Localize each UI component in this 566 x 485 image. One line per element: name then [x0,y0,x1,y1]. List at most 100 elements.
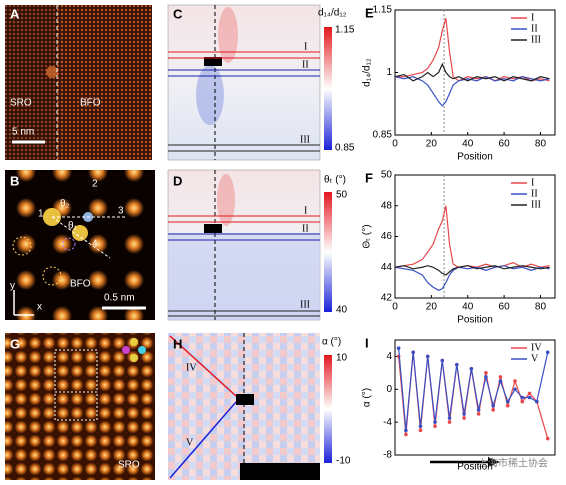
legend-label: II [531,23,538,34]
angle-label: θ₂ [60,199,70,210]
defect [46,66,58,78]
marker [462,412,466,416]
marker [484,371,488,375]
legend-atom [138,346,146,354]
x-tick-label: 40 [462,139,474,150]
site-label: 3 [118,206,124,217]
line-label: II [302,223,309,234]
mask [240,463,320,480]
colorbar-label: 40 [336,305,348,316]
marker [447,416,452,420]
profile-line [169,335,237,397]
x-axis-label: Position [457,152,493,163]
y-axis-label: Θₜ (°) [362,224,373,248]
marker [404,428,408,433]
y-tick-label: 1 [386,67,392,78]
stem-image [5,333,155,480]
panel-label: G [10,336,20,351]
x-tick-label: 20 [426,302,438,313]
marker [476,412,481,416]
y-tick-label: 4 [386,351,392,362]
marker [535,399,539,404]
marker [498,375,503,379]
map-feature [217,174,235,226]
colorbar-title: θₜ (°) [324,175,346,186]
line-label: III [300,134,310,145]
marker [433,420,437,424]
legend-label: IV [531,342,542,353]
marker [527,395,532,400]
y-tick-label: 46 [381,231,393,242]
series-line [398,348,549,431]
legend-label: III [531,199,541,210]
series-line [394,265,550,291]
y-tick-label: 1.15 [373,5,393,16]
map-feature [218,7,238,63]
y-tick-label: -8 [383,450,392,461]
angle-label: θ₁ [68,221,78,232]
x-tick-label: 60 [499,302,511,313]
colorbar-label: 10 [336,353,348,364]
legend-atom [130,354,138,362]
x-axis-label: Position [457,315,493,326]
x-tick-label: 0 [392,139,398,150]
site-label: 2 [92,179,98,190]
scale-label: 5 nm [12,127,34,138]
colorbar-label: 50 [336,190,348,201]
marker [527,391,532,396]
legend-label: III [531,34,541,45]
y-tick-label: 48 [381,200,393,211]
series-line [395,18,550,82]
marker [520,395,525,400]
x-tick-label: 20 [426,139,438,150]
marker [476,408,481,412]
marker [491,403,495,408]
watermark: 上海市稀土协会 [478,457,548,470]
axis-glyph-label: x [37,302,42,313]
y-axis-label: α (°) [362,388,373,407]
region-label: SRO [10,98,32,109]
bfo-region [57,5,152,160]
region-label: BFO [70,279,91,290]
site-ring [62,237,76,251]
marker [513,379,517,383]
marker [484,375,488,379]
series-line [394,265,550,276]
marker [411,350,415,355]
site-label: 1 [38,209,44,220]
panel-label: C [173,6,183,21]
x-tick-label: 60 [499,139,511,150]
y-tick-label: 0 [386,384,392,395]
marker [418,424,423,429]
colorbar [324,192,332,312]
scale-label: 0.5 nm [104,293,135,304]
series-line [394,76,550,107]
panel-label: F [365,170,373,185]
marker [498,379,503,383]
panel-label: A [10,6,20,21]
sro-region [5,5,57,160]
x-tick-label: 0 [392,302,398,313]
line-label: IV [186,362,197,373]
x-tick-label: 80 [535,139,547,150]
region-label: BFO [80,98,101,109]
direction-arrow-head [488,457,500,467]
marker [520,399,525,404]
series-line [394,62,550,82]
guide [51,216,111,259]
line-label: I [304,205,307,216]
marker [425,354,430,359]
legend-atom [130,338,138,346]
unit-cell [54,391,98,421]
y-tick-label: -4 [383,417,392,428]
axes-glyph [13,290,34,316]
colorbar-label: 1.15 [335,25,355,36]
panel-label: D [173,173,182,188]
panel-label: H [173,336,182,351]
colorbar-label: 0.85 [335,143,355,154]
colorbar-title: d₁₄/d₁₂ [318,8,347,19]
marker [447,420,452,424]
x-tick-label: 40 [462,302,474,313]
site-ring [12,236,32,256]
